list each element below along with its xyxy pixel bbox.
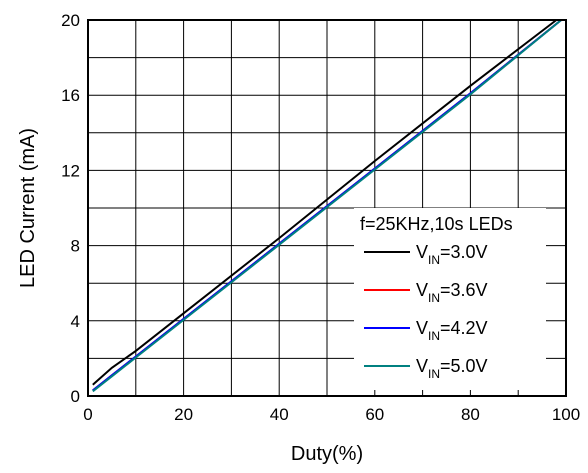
legend-title: f=25KHz,10s LEDs xyxy=(360,214,513,234)
x-tick-label: 20 xyxy=(174,405,193,424)
legend-label: VIN=5.0V xyxy=(416,356,488,381)
y-tick-label: 4 xyxy=(71,312,80,331)
y-tick-label: 20 xyxy=(61,11,80,30)
series-line-30 xyxy=(92,19,558,386)
legend-label: VIN=3.6V xyxy=(416,280,488,305)
legend: f=25KHz,10s LEDs VIN=3.0V VIN=3.6V VIN=4.2… xyxy=(354,208,546,390)
legend-label: VIN=3.0V xyxy=(416,242,488,267)
y-axis-title: LED Current (mA) xyxy=(17,128,39,288)
x-tick-label: 40 xyxy=(270,405,289,424)
x-tick-label: 80 xyxy=(461,405,480,424)
series-line-50 xyxy=(92,19,562,393)
y-tick-label: 0 xyxy=(71,387,80,406)
y-tick-label: 16 xyxy=(61,86,80,105)
plot-frame xyxy=(87,19,567,397)
x-tick-label: 60 xyxy=(365,405,384,424)
tick-labels: 0 20 40 60 80 100 0 4 8 12 16 20 xyxy=(61,11,580,424)
y-tick-label: 12 xyxy=(61,161,80,180)
y-tick-label: 8 xyxy=(71,237,80,256)
legend-label: VIN=4.2V xyxy=(416,318,488,343)
x-tick-label: 100 xyxy=(552,405,580,424)
legend-box xyxy=(354,208,546,390)
x-axis-title: Duty(%) xyxy=(291,443,363,465)
x-tick-label: 0 xyxy=(83,405,92,424)
series-layer xyxy=(92,19,562,393)
